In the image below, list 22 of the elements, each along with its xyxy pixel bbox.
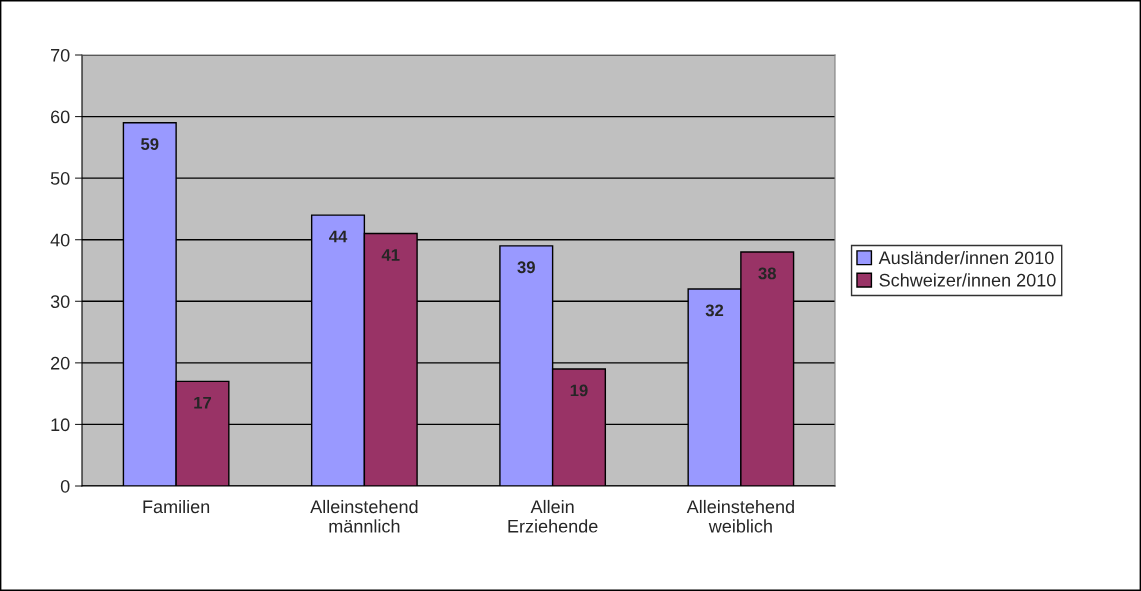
data-label: 17 xyxy=(194,396,212,409)
data-label: 32 xyxy=(705,304,724,317)
x-tick-label: Alleinstehend weiblich xyxy=(686,499,794,533)
y-tick-label: 0 xyxy=(60,479,70,493)
data-label: 44 xyxy=(329,230,348,243)
legend-label: Schweizer/innen 2010 xyxy=(879,273,1056,287)
y-tick-label: 50 xyxy=(50,172,70,185)
data-label: 41 xyxy=(381,249,400,261)
y-tick-label: 70 xyxy=(51,48,70,62)
x-tick-label: Alleinstehend männlich xyxy=(310,499,418,533)
y-tick-label: 40 xyxy=(50,233,70,247)
x-tick-label: Allein Erziehende xyxy=(508,499,598,533)
y-tick-label: 30 xyxy=(50,295,70,309)
data-label: 19 xyxy=(570,384,588,397)
data-label: 38 xyxy=(758,267,776,280)
y-tick-label: 60 xyxy=(51,110,70,124)
data-label: 59 xyxy=(141,138,159,150)
y-tick-label: 20 xyxy=(51,356,70,370)
legend-label: Ausländer/innen 2010 xyxy=(878,250,1054,265)
data-label: 39 xyxy=(517,261,535,274)
x-tick-label: Familien xyxy=(143,499,210,514)
y-tick-label: 10 xyxy=(51,418,70,432)
